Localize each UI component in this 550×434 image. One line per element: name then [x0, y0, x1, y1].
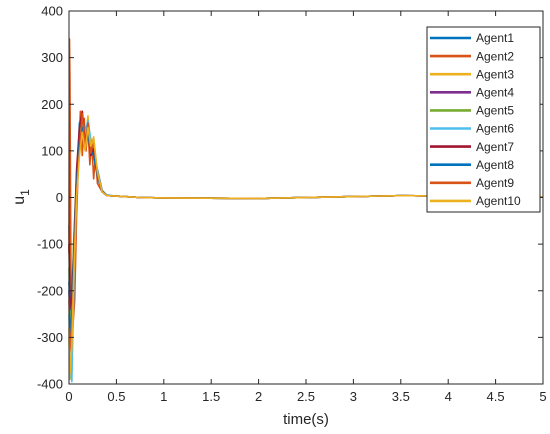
- y-tick-label: 0: [56, 190, 63, 205]
- y-tick-label: 100: [41, 143, 63, 158]
- legend-label: Agent3: [476, 67, 514, 81]
- legend-label: Agent2: [476, 49, 514, 63]
- legend-label: Agent7: [476, 140, 514, 154]
- x-tick-label: 1: [160, 389, 167, 404]
- x-axis-label: time(s): [283, 411, 329, 428]
- x-tick-label: 0: [65, 389, 72, 404]
- x-tick-label: 4: [445, 389, 452, 404]
- x-tick-label: 4.5: [487, 389, 505, 404]
- x-tick-label: 1.5: [202, 389, 220, 404]
- x-tick-label: 3.5: [392, 389, 410, 404]
- x-tick-label: 0.5: [107, 389, 125, 404]
- legend-label: Agent9: [476, 176, 514, 190]
- plot-frame: [68, 10, 544, 385]
- y-axis-label: u: [11, 196, 28, 205]
- y-tick-label: -200: [37, 283, 63, 298]
- y-axis-label-subscript: 1: [18, 189, 32, 196]
- y-axis-label-group: u1: [11, 189, 32, 205]
- series-layer: [68, 38, 544, 383]
- legend-label: Agent1: [476, 31, 514, 45]
- y-tick-label: -100: [37, 237, 63, 252]
- x-tick-label: 3: [350, 389, 357, 404]
- legend-box: [426, 26, 541, 213]
- legend-label: Agent10: [476, 194, 521, 208]
- x-tick-label: 2: [255, 389, 262, 404]
- legend-label: Agent4: [476, 86, 514, 100]
- x-tick-label: 2.5: [297, 389, 315, 404]
- legend-label: Agent8: [476, 158, 514, 172]
- x-tick-label: 5: [539, 389, 546, 404]
- legend-label: Agent5: [476, 104, 514, 118]
- y-tick-label: 400: [41, 4, 63, 19]
- legend: Agent1 Agent2 Agent3 Agent4 Agent5 Agent6 Agen…: [426, 26, 541, 213]
- svg-text:u1: u1: [11, 189, 32, 205]
- y-tick-label: -400: [37, 377, 63, 392]
- y-tick-label: -300: [37, 330, 63, 345]
- legend-label: Agent6: [476, 122, 514, 136]
- series-line-agent10: [68, 126, 544, 376]
- y-tick-label: 300: [41, 50, 63, 65]
- tick-layer: 0 0.5 1 1.5 2 2.5 3 3.5 4 4.5 5 -400 -300 -200 -100 0 10…: [37, 4, 547, 405]
- y-tick-label: 200: [41, 97, 63, 112]
